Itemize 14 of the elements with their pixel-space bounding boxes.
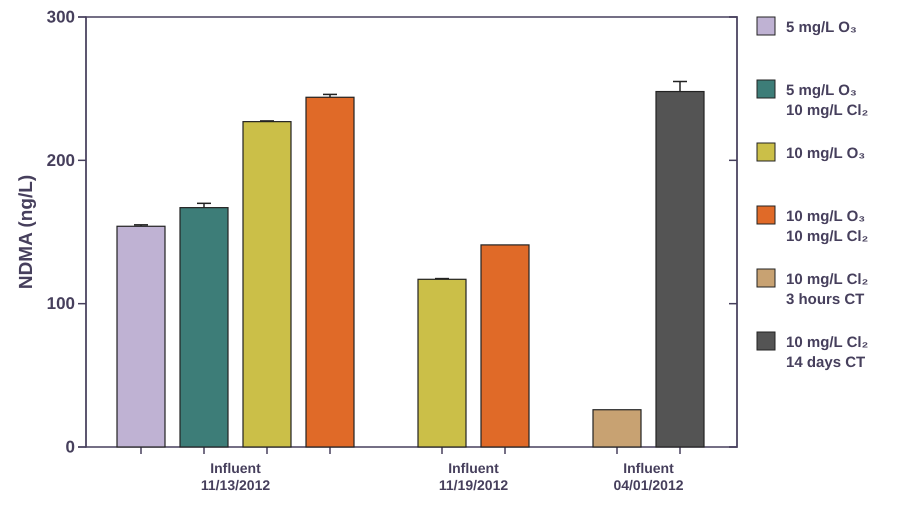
y-tick-label: 100 xyxy=(46,294,75,314)
legend-label: 10 mg/L O₃ 10 mg/L Cl₂ xyxy=(786,208,868,245)
x-tick-label: Influent 04/01/2012 xyxy=(613,460,684,493)
y-axis-title: NDMA (ng/L) xyxy=(16,174,37,290)
x-tick-label: Influent 11/13/2012 xyxy=(200,460,270,493)
y-tick-label: 300 xyxy=(46,7,75,26)
y-tick-label: 0 xyxy=(66,437,75,456)
x-tick-label: Influent 11/19/2012 xyxy=(438,460,508,493)
legend-label: 10 mg/L Cl₂ 3 hours CT xyxy=(786,271,868,308)
legend-label: 5 mg/L O₃ 10 mg/L Cl₂ xyxy=(786,82,868,119)
legend-label: 5 mg/L O₃ xyxy=(786,19,857,36)
y-tick-label: 200 xyxy=(46,150,75,170)
legend-label: 10 mg/L Cl₂ 14 days CT xyxy=(786,334,868,371)
legend-label: 10 mg/L O₃ xyxy=(786,145,866,162)
